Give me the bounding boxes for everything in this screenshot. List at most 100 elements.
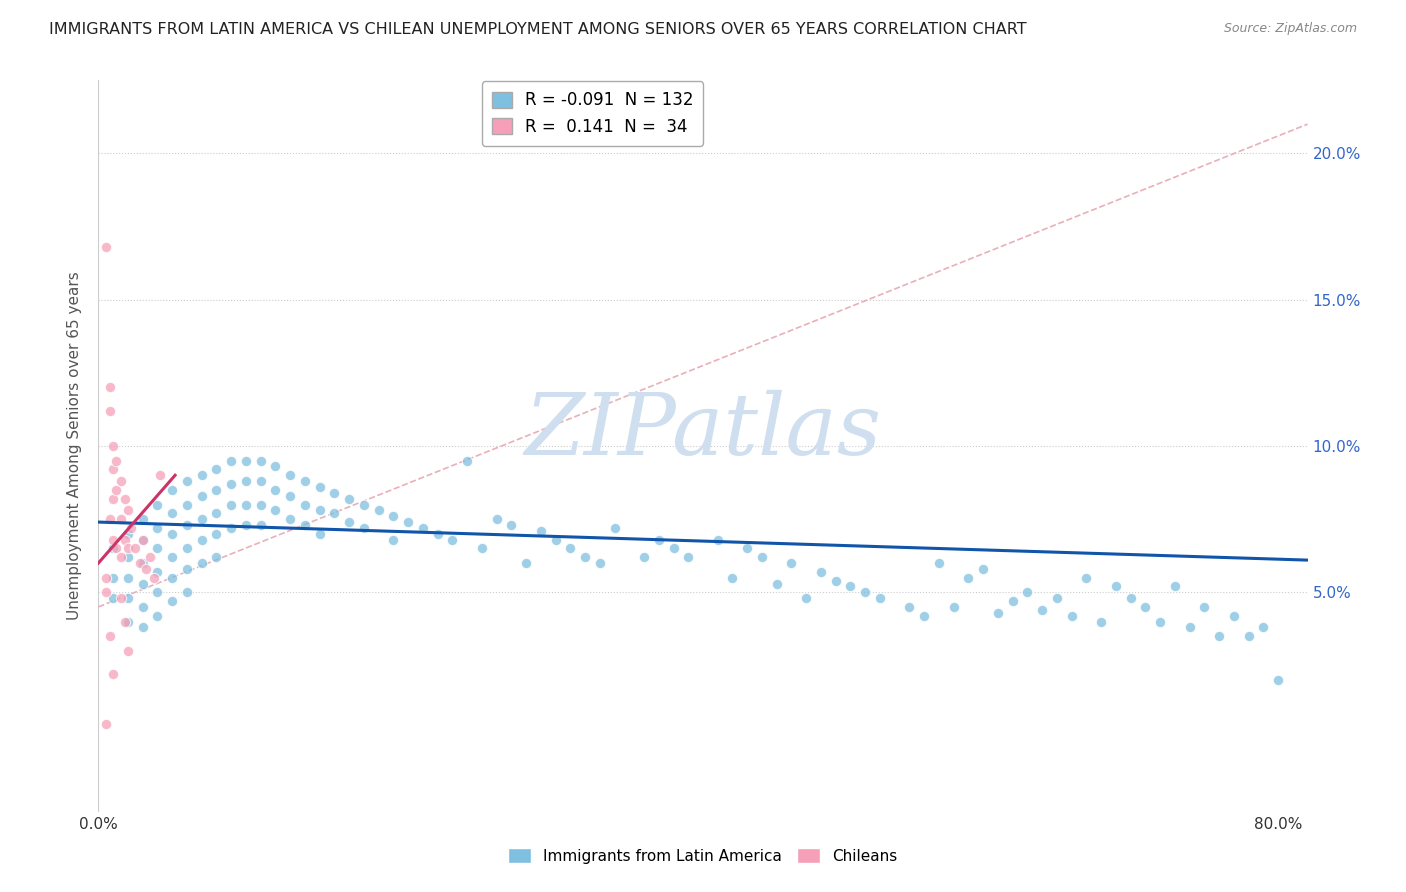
Point bbox=[94, 585, 117, 599]
Point bbox=[176, 498, 198, 512]
Point bbox=[101, 462, 124, 476]
Point bbox=[160, 526, 183, 541]
Point bbox=[98, 512, 121, 526]
Point bbox=[294, 518, 316, 533]
Point bbox=[98, 629, 121, 643]
Point bbox=[323, 506, 346, 520]
Point bbox=[1119, 591, 1142, 606]
Point bbox=[1105, 579, 1128, 593]
Point bbox=[839, 579, 862, 593]
Point bbox=[1178, 620, 1201, 634]
Point bbox=[249, 498, 271, 512]
Point bbox=[143, 571, 166, 585]
Point bbox=[249, 453, 271, 467]
Point bbox=[149, 468, 172, 483]
Point bbox=[101, 439, 124, 453]
Point bbox=[131, 533, 153, 547]
Text: IMMIGRANTS FROM LATIN AMERICA VS CHILEAN UNEMPLOYMENT AMONG SENIORS OVER 65 YEAR: IMMIGRANTS FROM LATIN AMERICA VS CHILEAN… bbox=[49, 22, 1026, 37]
Point bbox=[898, 599, 921, 614]
Point bbox=[205, 550, 228, 565]
Point bbox=[176, 562, 198, 576]
Point bbox=[249, 518, 271, 533]
Point bbox=[117, 526, 139, 541]
Point bbox=[98, 380, 121, 394]
Point bbox=[1253, 620, 1275, 634]
Point bbox=[957, 571, 980, 585]
Point bbox=[110, 550, 132, 565]
Point bbox=[219, 477, 242, 491]
Point bbox=[501, 518, 523, 533]
Y-axis label: Unemployment Among Seniors over 65 years: Unemployment Among Seniors over 65 years bbox=[67, 272, 83, 620]
Point bbox=[1208, 629, 1230, 643]
Point bbox=[1060, 608, 1083, 623]
Point bbox=[353, 521, 375, 535]
Point bbox=[120, 521, 142, 535]
Point bbox=[114, 615, 136, 629]
Point bbox=[160, 571, 183, 585]
Point bbox=[353, 498, 375, 512]
Point bbox=[308, 503, 330, 517]
Point bbox=[485, 512, 508, 526]
Point bbox=[117, 503, 139, 517]
Point bbox=[131, 556, 153, 570]
Point bbox=[101, 571, 124, 585]
Point bbox=[987, 606, 1010, 620]
Point bbox=[972, 562, 994, 576]
Point bbox=[367, 503, 389, 517]
Point bbox=[308, 480, 330, 494]
Point bbox=[765, 576, 787, 591]
Point bbox=[294, 498, 316, 512]
Point bbox=[278, 468, 301, 483]
Point bbox=[382, 533, 405, 547]
Point bbox=[131, 599, 153, 614]
Point bbox=[426, 526, 449, 541]
Point bbox=[323, 485, 346, 500]
Point bbox=[117, 591, 139, 606]
Point bbox=[176, 541, 198, 556]
Point bbox=[735, 541, 758, 556]
Point bbox=[264, 459, 287, 474]
Point bbox=[1135, 599, 1157, 614]
Text: ZIPatlas: ZIPatlas bbox=[524, 390, 882, 473]
Point bbox=[1223, 608, 1246, 623]
Point bbox=[117, 550, 139, 565]
Point bbox=[219, 498, 242, 512]
Point bbox=[117, 644, 139, 658]
Point bbox=[235, 474, 257, 488]
Point bbox=[1194, 599, 1216, 614]
Point bbox=[1237, 629, 1260, 643]
Point bbox=[114, 533, 136, 547]
Point bbox=[160, 550, 183, 565]
Point bbox=[176, 474, 198, 488]
Point bbox=[190, 489, 212, 503]
Point bbox=[337, 515, 360, 529]
Point bbox=[117, 541, 139, 556]
Point bbox=[235, 498, 257, 512]
Point bbox=[160, 483, 183, 497]
Point bbox=[146, 565, 169, 579]
Point bbox=[131, 620, 153, 634]
Point bbox=[94, 571, 117, 585]
Point bbox=[235, 518, 257, 533]
Point bbox=[94, 240, 117, 254]
Point bbox=[146, 541, 169, 556]
Legend: Immigrants from Latin America, Chileans: Immigrants from Latin America, Chileans bbox=[502, 842, 904, 870]
Point bbox=[190, 556, 212, 570]
Point bbox=[810, 565, 832, 579]
Point bbox=[235, 453, 257, 467]
Point bbox=[105, 483, 128, 497]
Point bbox=[128, 556, 150, 570]
Point bbox=[114, 491, 136, 506]
Point bbox=[912, 608, 935, 623]
Point bbox=[1001, 594, 1024, 608]
Point bbox=[853, 585, 876, 599]
Point bbox=[928, 556, 950, 570]
Point bbox=[160, 506, 183, 520]
Point bbox=[530, 524, 553, 538]
Point bbox=[471, 541, 494, 556]
Point bbox=[117, 615, 139, 629]
Point bbox=[1164, 579, 1187, 593]
Point bbox=[824, 574, 846, 588]
Point bbox=[101, 541, 124, 556]
Point bbox=[456, 453, 478, 467]
